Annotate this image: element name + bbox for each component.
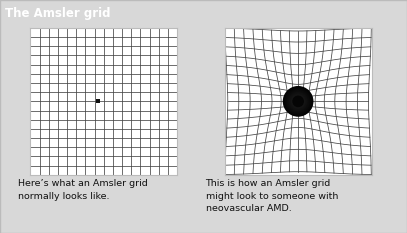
Circle shape bbox=[297, 100, 300, 103]
Circle shape bbox=[292, 95, 304, 108]
Circle shape bbox=[296, 99, 300, 103]
Circle shape bbox=[293, 96, 304, 107]
Circle shape bbox=[283, 87, 313, 116]
Circle shape bbox=[296, 99, 300, 103]
Circle shape bbox=[284, 87, 313, 116]
Circle shape bbox=[285, 89, 311, 114]
Circle shape bbox=[291, 94, 305, 108]
Circle shape bbox=[284, 88, 312, 115]
Circle shape bbox=[297, 100, 299, 103]
Circle shape bbox=[288, 91, 309, 112]
Circle shape bbox=[284, 87, 312, 115]
Circle shape bbox=[291, 94, 306, 109]
Circle shape bbox=[295, 98, 301, 104]
Circle shape bbox=[292, 96, 304, 107]
Circle shape bbox=[287, 90, 309, 112]
Circle shape bbox=[294, 97, 302, 106]
Circle shape bbox=[291, 95, 305, 108]
Circle shape bbox=[287, 90, 310, 113]
Circle shape bbox=[289, 93, 307, 110]
Circle shape bbox=[285, 88, 311, 115]
Circle shape bbox=[290, 93, 306, 110]
Circle shape bbox=[293, 96, 303, 106]
Text: Here’s what an Amsler grid
normally looks like.: Here’s what an Amsler grid normally look… bbox=[18, 179, 148, 201]
Text: The Amsler grid: The Amsler grid bbox=[5, 7, 110, 20]
Circle shape bbox=[298, 101, 299, 102]
Circle shape bbox=[294, 98, 302, 105]
Circle shape bbox=[289, 92, 308, 111]
Circle shape bbox=[287, 90, 309, 113]
Circle shape bbox=[288, 91, 308, 111]
Circle shape bbox=[293, 96, 303, 106]
Circle shape bbox=[294, 97, 302, 105]
Circle shape bbox=[286, 89, 311, 114]
Circle shape bbox=[295, 98, 302, 105]
Text: This is how an Amsler grid
might look to someone with
neovascular AMD.: This is how an Amsler grid might look to… bbox=[206, 179, 338, 213]
Circle shape bbox=[295, 99, 301, 104]
Circle shape bbox=[287, 91, 309, 112]
Circle shape bbox=[289, 92, 307, 110]
Circle shape bbox=[290, 93, 306, 110]
Circle shape bbox=[291, 94, 306, 109]
Circle shape bbox=[286, 89, 310, 113]
Circle shape bbox=[293, 97, 303, 106]
